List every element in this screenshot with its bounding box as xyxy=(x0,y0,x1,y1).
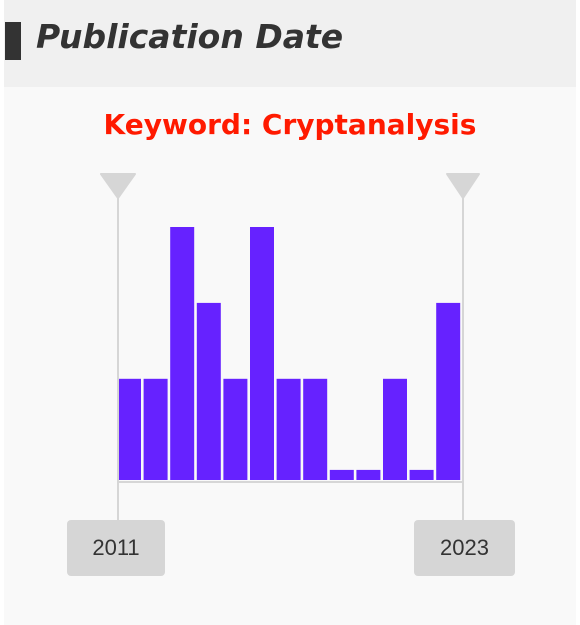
keyword-title: Keyword: Cryptanalysis xyxy=(103,108,477,141)
histogram-bar-2020[interactable] xyxy=(356,469,381,480)
histogram-bar-2016[interactable] xyxy=(250,227,274,480)
range-end-year[interactable]: 2023 xyxy=(414,520,515,576)
range-start-handle-icon[interactable] xyxy=(100,173,136,199)
panel-title: Publication Date xyxy=(36,17,344,56)
header-accent-bar xyxy=(5,22,21,60)
range-end-handle-icon[interactable] xyxy=(446,173,480,199)
histogram-bar-2015[interactable] xyxy=(223,378,248,480)
panel-header: Publication Date xyxy=(4,0,576,87)
histogram-bar-2022[interactable] xyxy=(409,469,434,480)
histogram-bar-2021[interactable] xyxy=(383,378,407,480)
histogram-bar-2019[interactable] xyxy=(329,469,354,480)
histogram-bar-2018[interactable] xyxy=(303,378,328,480)
histogram-bar-2011[interactable] xyxy=(117,378,141,480)
histogram-bar-2014[interactable] xyxy=(196,302,221,480)
histogram-bar-2012[interactable] xyxy=(143,378,168,480)
range-start-year[interactable]: 2011 xyxy=(67,520,165,576)
histogram-bar-2013[interactable] xyxy=(170,227,195,480)
histogram-bars xyxy=(117,227,461,480)
histogram-bar-2023[interactable] xyxy=(436,302,461,480)
histogram-bar-2017[interactable] xyxy=(276,378,301,480)
